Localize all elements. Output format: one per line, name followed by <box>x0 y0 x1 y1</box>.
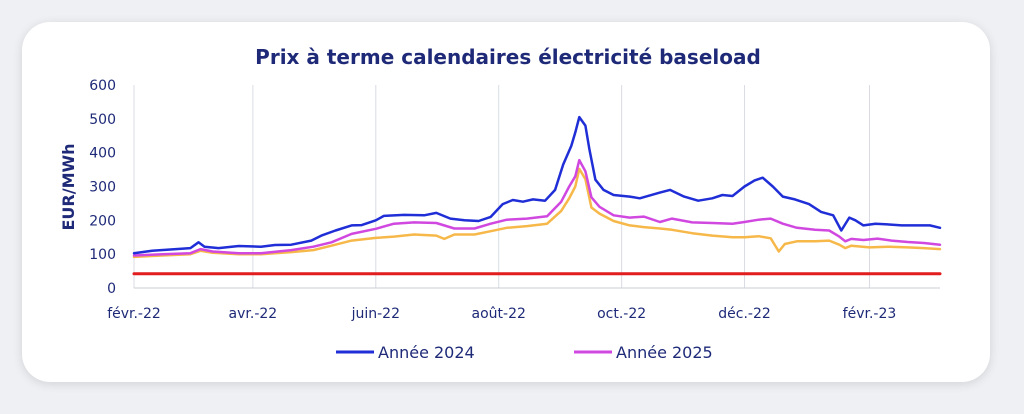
y-tick-label: 600 <box>89 78 116 94</box>
y-axis-ticks: 0 100 200 300 400 500 600 <box>89 78 116 297</box>
x-tick-label: août-22 <box>472 306 526 322</box>
legend: Année 2024 Année 2025 <box>336 343 713 362</box>
y-tick-label: 0 <box>107 281 116 297</box>
legend-label: Année 2024 <box>378 343 475 362</box>
series-line <box>132 167 942 259</box>
chart-title: Prix à terme calendaires électricité bas… <box>255 45 761 69</box>
x-tick-label: avr.-22 <box>229 306 278 322</box>
legend-label: Année 2025 <box>616 343 713 362</box>
x-tick-label: févr.-22 <box>107 306 161 322</box>
y-axis-label: EUR/MWh <box>59 143 78 230</box>
series-line <box>132 115 942 255</box>
y-tick-label: 500 <box>89 112 116 128</box>
y-tick-label: 100 <box>89 247 116 263</box>
y-tick-label: 400 <box>89 146 116 162</box>
x-tick-label: déc.-22 <box>718 306 771 322</box>
x-tick-label: févr.-23 <box>843 306 897 322</box>
y-tick-label: 300 <box>89 180 116 196</box>
grid-lines <box>133 85 940 289</box>
x-tick-label: oct.-22 <box>597 306 646 322</box>
series-line <box>132 158 942 257</box>
x-tick-label: juin-22 <box>351 306 400 322</box>
x-axis-ticks: févr.-22 avr.-22 juin-22 août-22 oct.-22 déc.… <box>107 306 896 322</box>
series-lines <box>132 115 942 276</box>
y-tick-label: 200 <box>89 213 116 229</box>
